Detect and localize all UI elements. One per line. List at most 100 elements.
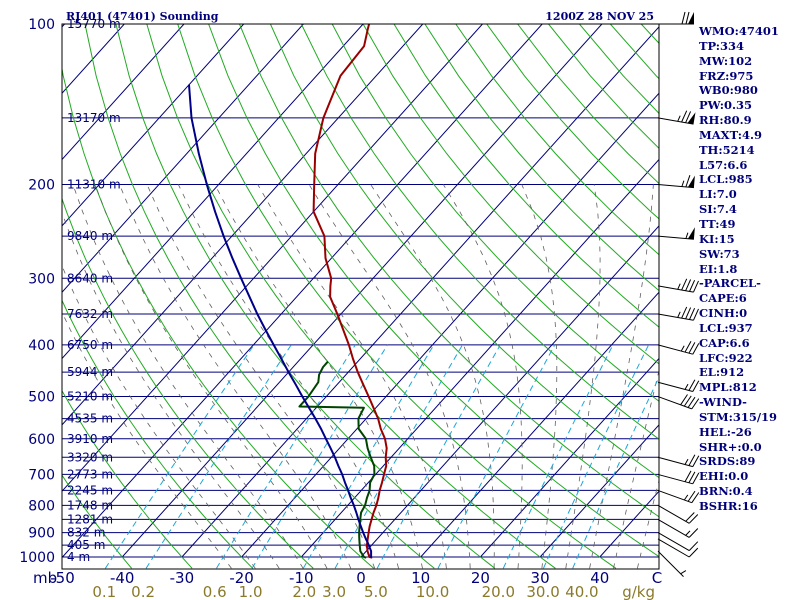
wind-barb-flag xyxy=(681,306,688,319)
moist-adiabat xyxy=(521,184,558,569)
wind-barb-flag xyxy=(688,528,699,538)
temperature-tick-label: -10 xyxy=(289,569,314,587)
index-line: SHR+:0.0 xyxy=(699,439,762,454)
wind-barb xyxy=(657,110,696,125)
mixing-ratio-label: 0.1 xyxy=(92,583,116,600)
wind-barb-flag xyxy=(685,307,692,320)
wind-barb-staff xyxy=(657,456,693,468)
wind-barb-staff xyxy=(657,518,690,538)
wind-barb xyxy=(657,379,700,392)
index-line: TT:49 xyxy=(699,216,736,231)
height-label: 405 m xyxy=(67,538,105,552)
mixing-ratio-line xyxy=(104,344,255,569)
height-label: 4 m xyxy=(67,550,90,564)
mixing-ratio-label: 40.0 xyxy=(565,583,598,600)
wind-barb xyxy=(657,489,700,504)
wind-barb xyxy=(657,394,700,410)
wind-barb-pennant xyxy=(687,227,695,240)
pressure-tick-label: 400 xyxy=(28,338,55,354)
dry-adiabat xyxy=(300,24,659,440)
wind-barb-half-flag xyxy=(684,383,689,390)
dry-adiabat xyxy=(362,24,659,365)
index-line: BRN:0.4 xyxy=(699,484,753,499)
wind-barb-flag xyxy=(689,279,696,292)
height-label: 8640 m xyxy=(67,271,113,285)
wind-barb-staff xyxy=(657,532,690,552)
moist-adiabat xyxy=(257,184,447,569)
moist-adiabat xyxy=(214,184,423,569)
wind-barb-half-flag xyxy=(680,345,685,352)
wind-barb xyxy=(657,538,699,558)
wind-barb-flag xyxy=(685,279,692,292)
index-line: CAP:6.6 xyxy=(699,335,750,350)
wind-barb-half-flag xyxy=(681,180,685,187)
dry-adiabat xyxy=(239,24,659,518)
wind-barb-flag xyxy=(688,454,696,466)
index-line: FRZ:975 xyxy=(699,68,754,83)
temperature-tick-label: -40 xyxy=(110,569,135,587)
wind-barb-flag xyxy=(680,394,688,406)
wind-barb-half-flag xyxy=(677,283,681,290)
dry-adiabat xyxy=(208,24,659,558)
moist-adiabat xyxy=(72,184,304,569)
wind-barb-flag xyxy=(692,455,700,467)
wind-barb-flag xyxy=(688,471,696,483)
wind-barb-staff xyxy=(657,381,693,392)
wind-barb-staff xyxy=(657,473,693,485)
wind-barb xyxy=(657,278,699,293)
wind-barb xyxy=(657,306,699,321)
mixing-ratio-line xyxy=(216,344,356,569)
wind-barb-flag xyxy=(691,398,700,410)
index-line: LCL:985 xyxy=(699,172,753,187)
height-label: 832 m xyxy=(67,526,105,540)
wind-barb-staff xyxy=(657,538,690,558)
index-line: SI:7.4 xyxy=(699,202,737,217)
wind-barb-staff xyxy=(657,550,684,577)
isotherm-line xyxy=(181,26,659,558)
temperature-tick-label: -30 xyxy=(170,569,195,587)
height-label: 5210 m xyxy=(67,390,113,404)
wind-barb xyxy=(657,504,699,524)
height-label: 1748 m xyxy=(67,498,113,512)
wind-barb-flag xyxy=(693,308,699,321)
wind-barb-staff xyxy=(657,489,692,504)
wind-barb-half-flag xyxy=(685,232,689,239)
height-label: 2245 m xyxy=(67,483,113,497)
wind-barb-flag xyxy=(681,110,688,123)
height-label: 9840 m xyxy=(67,229,113,243)
dry-adiabat xyxy=(331,24,659,402)
index-line: EHI:0.0 xyxy=(699,469,749,484)
mixing-ratio-label: 30.0 xyxy=(526,583,559,600)
temperature-unit-label: C xyxy=(652,569,662,587)
wind-barb-half-flag xyxy=(677,115,681,122)
pressure-tick-label: 300 xyxy=(28,271,55,287)
height-label: 11310 m xyxy=(67,177,121,191)
wind-barb xyxy=(657,470,700,485)
wind-barb-flag xyxy=(693,280,699,293)
wind-barb xyxy=(657,518,699,538)
dry-adiabat xyxy=(62,65,375,569)
dry-adiabat xyxy=(177,24,617,569)
wind-barb-flag xyxy=(688,379,696,391)
wind-barb-flag xyxy=(692,343,700,355)
mixing-ratio-label: 3.0 xyxy=(322,583,346,600)
wind-barb-half-flag xyxy=(684,458,689,465)
wind-barb-flag xyxy=(681,278,688,291)
isotherm-line xyxy=(539,424,659,558)
isotherm-line xyxy=(62,24,364,360)
pressure-tick-label: 1000 xyxy=(19,550,55,566)
isotherm-line xyxy=(300,158,659,558)
temperature-tick-label: 30 xyxy=(531,569,550,587)
moist-adiabat xyxy=(442,184,523,569)
index-line: TH:5214 xyxy=(699,142,755,157)
mixing-ratio-line xyxy=(502,344,614,569)
wind-barb xyxy=(657,532,699,552)
dry-adiabat xyxy=(62,299,254,569)
index-line: WB0:980 xyxy=(699,83,758,98)
dry-adiabat xyxy=(62,474,132,569)
wind-barb xyxy=(658,11,694,25)
pressure-tick-label: 200 xyxy=(28,177,55,193)
isotherm-line xyxy=(62,24,543,558)
wind-barb-pennant xyxy=(688,12,694,24)
index-line: EI:1.8 xyxy=(699,261,738,276)
